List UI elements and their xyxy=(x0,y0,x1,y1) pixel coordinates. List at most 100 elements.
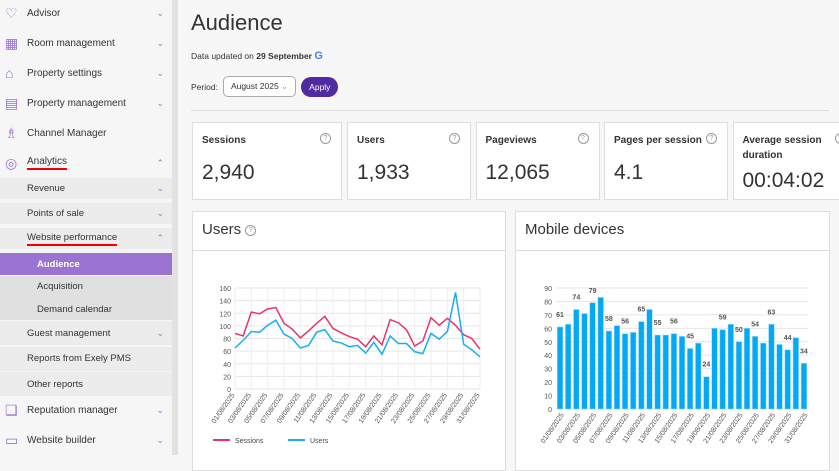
sidebar-item-property-management[interactable]: ▤Property management⌄ xyxy=(0,88,172,118)
bar[interactable] xyxy=(606,331,612,409)
page-title: Audience xyxy=(191,10,283,36)
bar[interactable] xyxy=(590,303,596,409)
bar[interactable] xyxy=(679,336,685,409)
bar[interactable] xyxy=(614,326,620,409)
y-tick-label: 0 xyxy=(548,407,552,414)
bar[interactable] xyxy=(582,314,588,409)
bar[interactable] xyxy=(647,310,653,409)
sidebar-subitem-revenue[interactable]: Revenue⌄ xyxy=(0,178,172,200)
bar-data-label: 54 xyxy=(751,321,759,328)
updated-prefix: Data updated on xyxy=(191,51,254,61)
sidebar-subitem-audience[interactable]: Audience xyxy=(0,253,172,275)
google-icon: G xyxy=(314,50,323,62)
bar[interactable] xyxy=(720,330,726,409)
metric-title: Sessions xyxy=(202,133,312,148)
sidebar-subitem-label: Acquisition xyxy=(37,281,83,292)
period-select[interactable]: August 2025 ⌄ xyxy=(223,76,296,97)
bar[interactable] xyxy=(622,334,628,409)
sidebar-subitem-points-of-sale[interactable]: Points of sale⌄ xyxy=(0,203,172,225)
sidebar-item-property-settings[interactable]: ⌂ Property settings ⌄ xyxy=(0,58,172,88)
sidebar-subitem-guest-management[interactable]: Guest management⌄ xyxy=(0,321,172,346)
bar-data-label: 56 xyxy=(670,319,678,326)
chevron-down-icon: ⌄ xyxy=(156,38,164,49)
sidebar-item-room-management[interactable]: ▦ Room management ⌄ xyxy=(0,28,172,58)
bar[interactable] xyxy=(663,335,669,409)
sidebar-item-advisor[interactable]: ♡Advisor⌄ xyxy=(0,0,172,28)
bar-data-label: 59 xyxy=(719,315,727,322)
bar[interactable] xyxy=(712,328,718,409)
help-icon[interactable]: ? xyxy=(578,133,589,144)
bar[interactable] xyxy=(785,350,791,409)
bar[interactable] xyxy=(630,332,636,409)
sidebar-item-label: Property settings xyxy=(27,68,102,79)
bar[interactable] xyxy=(704,377,710,409)
chevron-down-icon: ⌄ xyxy=(156,435,164,446)
monitor-icon: ▭ xyxy=(5,432,21,448)
bar[interactable] xyxy=(777,344,783,409)
bar[interactable] xyxy=(557,327,563,409)
bar[interactable] xyxy=(744,328,750,409)
y-tick-label: 160 xyxy=(219,286,231,293)
bar[interactable] xyxy=(574,310,580,409)
sidebar-subitem-other-reports[interactable]: Other reports xyxy=(0,372,172,397)
bar-data-label: 74 xyxy=(572,295,580,302)
sidebar-subitem-acquisition[interactable]: Acquisition xyxy=(0,276,172,298)
sidebar-item-website-builder[interactable]: ▭ Website builder ⌄ xyxy=(0,425,172,455)
sidebar-item-label: Website builder xyxy=(27,435,96,446)
sidebar-subitem-label: Other reports xyxy=(27,379,83,390)
y-tick-label: 10 xyxy=(544,394,552,401)
bar[interactable] xyxy=(761,343,767,409)
bar[interactable] xyxy=(752,336,758,409)
bar[interactable] xyxy=(639,322,645,409)
bar[interactable] xyxy=(598,297,604,409)
updated-date: 29 September xyxy=(256,51,312,61)
bar-data-label: 61 xyxy=(556,312,564,319)
chevron-down-icon: ⌄ xyxy=(156,68,164,79)
sidebar-subitem-label: Demand calendar xyxy=(37,304,112,315)
help-icon[interactable]: ? xyxy=(706,133,717,144)
bar-data-label: 63 xyxy=(768,309,776,316)
bar-data-label: 34 xyxy=(800,348,808,355)
divider xyxy=(191,110,829,111)
apply-button[interactable]: Apply xyxy=(301,77,338,97)
home-icon: ⌂ xyxy=(5,65,21,81)
calendar-icon: ▦ xyxy=(5,35,21,51)
sidebar-item-label: Room management xyxy=(27,38,115,49)
bar[interactable] xyxy=(671,334,677,409)
sidebar-subitem-label: Website performance xyxy=(27,232,117,246)
sidebar-subitem-demand-calendar[interactable]: Demand calendar xyxy=(0,298,172,320)
period-filter: Period: August 2025 ⌄ Apply xyxy=(191,76,338,97)
bar[interactable] xyxy=(801,363,807,409)
bar[interactable] xyxy=(695,343,701,409)
bar[interactable] xyxy=(793,338,799,409)
bar[interactable] xyxy=(728,324,734,409)
y-tick-label: 140 xyxy=(219,299,231,306)
help-icon[interactable]: ? xyxy=(320,133,331,144)
series-line-users xyxy=(235,292,480,356)
bar[interactable] xyxy=(736,342,742,409)
help-icon[interactable]: ? xyxy=(449,133,460,144)
sidebar-subitem-label: Revenue xyxy=(27,183,65,194)
legend-label: Sessions xyxy=(235,438,264,445)
sidebar-item-analytics[interactable]: ◎Analytics⌃ xyxy=(0,148,172,178)
sidebar-item-channel-manager[interactable]: ♗Channel Manager xyxy=(0,118,172,148)
bar-data-label: 44 xyxy=(784,335,792,342)
bar[interactable] xyxy=(655,335,661,409)
chevron-up-icon: ⌃ xyxy=(156,233,164,244)
sidebar-subitem-reports-from-exely-pms[interactable]: Reports from Exely PMS xyxy=(0,347,172,372)
y-tick-label: 20 xyxy=(223,374,231,381)
sidebar-item-reputation-manager[interactable]: ❏Reputation manager⌄ xyxy=(0,395,172,425)
y-tick-label: 120 xyxy=(219,311,231,318)
bar[interactable] xyxy=(769,324,775,409)
sidebar-subitem-website-performance[interactable]: Website performance ⌃ xyxy=(0,228,172,250)
chevron-down-icon: ⌄ xyxy=(281,81,288,91)
bar[interactable] xyxy=(687,349,693,410)
metric-card-pageviews: Pageviews?12,065 xyxy=(476,122,600,200)
period-value: August 2025 xyxy=(231,81,279,91)
chevron-down-icon: ⌄ xyxy=(156,8,164,19)
mobile-bar-chart: 01020304050607080906101/08/20257403/08/2… xyxy=(516,212,831,462)
main-content: Audience Data updated on 29 September G … xyxy=(178,0,839,455)
bar[interactable] xyxy=(565,324,571,409)
metric-card-average-session-duration: Average session duration?00:04:02 xyxy=(733,122,839,200)
